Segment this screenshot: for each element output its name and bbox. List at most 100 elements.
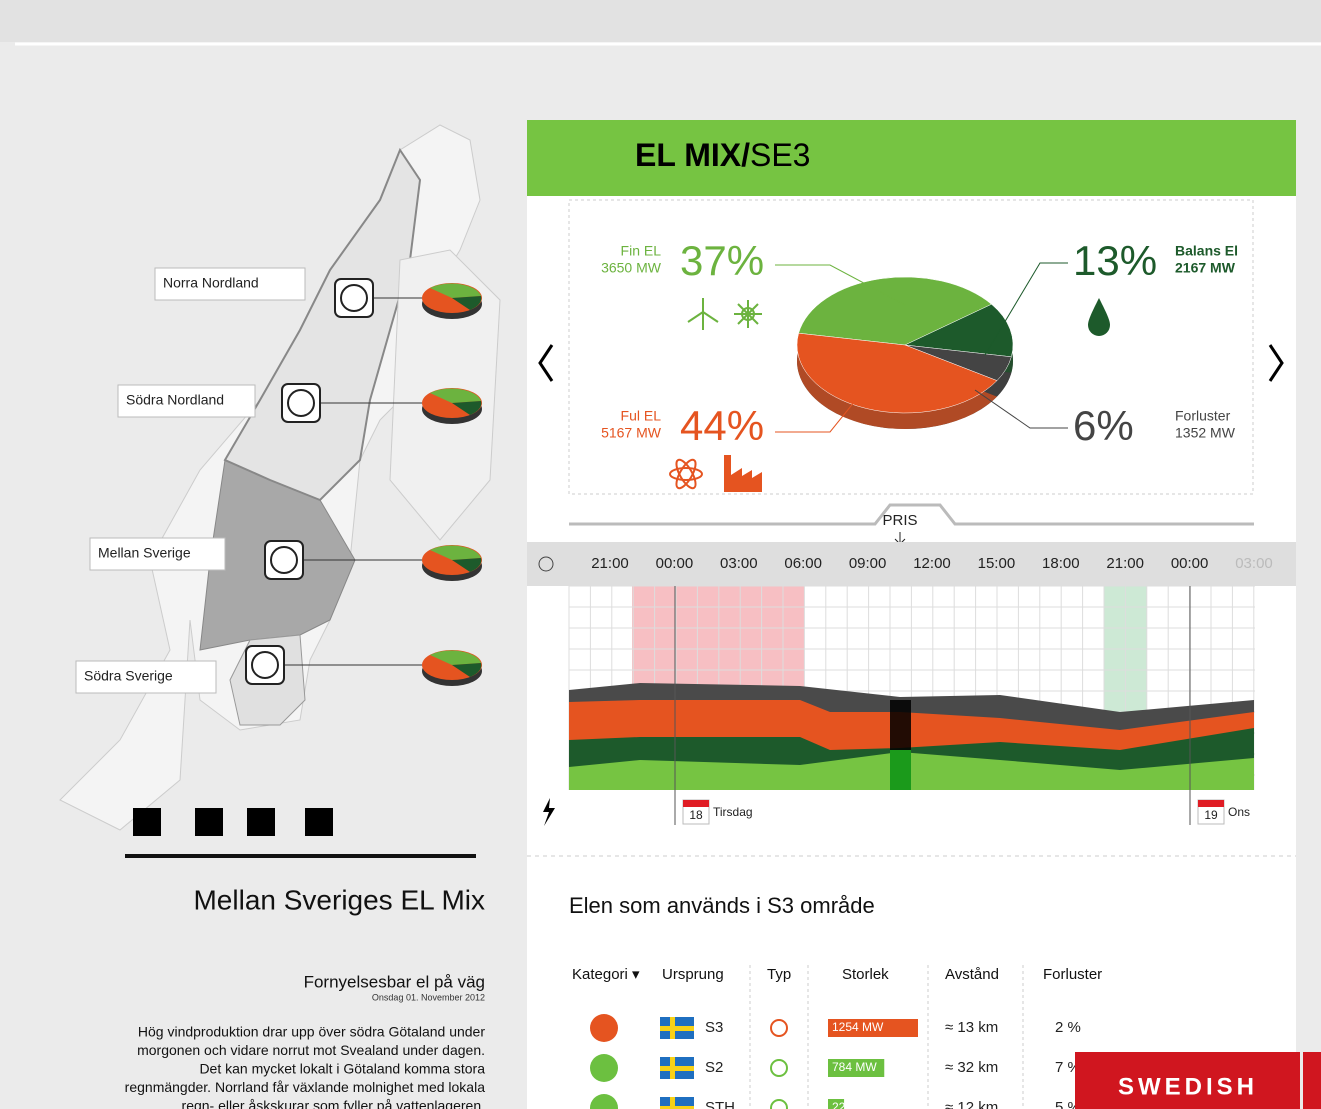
mini-pie-slice (452, 296, 482, 310)
next-arrow[interactable] (1268, 344, 1284, 382)
table-header: Kategori ▾ (572, 966, 640, 983)
flag-cross (660, 1106, 694, 1109)
page-dot[interactable] (133, 808, 161, 836)
socket-face (251, 651, 279, 679)
mini-pie-slice (452, 663, 482, 677)
table-title: Elen som används i S3 område (569, 893, 875, 918)
mix-percent: 37% (680, 237, 764, 284)
origin: S2 (705, 1059, 723, 1076)
region-label-box[interactable] (154, 267, 306, 301)
pie-slice (904, 303, 1014, 358)
time-label: 03:00 (1235, 555, 1273, 572)
time-label: 15:00 (978, 555, 1016, 572)
page-dot[interactable] (305, 808, 333, 836)
icon-part (702, 311, 719, 323)
category-dot (590, 1014, 618, 1042)
region-label[interactable]: Södra Nordland (126, 392, 224, 408)
table-header: Typ (767, 966, 791, 983)
region-label[interactable]: Södra Sverige (84, 668, 173, 684)
flag-cross (670, 1017, 675, 1039)
timeline-rail (569, 503, 1254, 526)
page-dot[interactable] (247, 808, 275, 836)
mix-percent: 6% (1073, 402, 1134, 449)
region-label-box[interactable] (117, 384, 256, 418)
time-label: 00:00 (1171, 555, 1209, 572)
flag-cross (660, 1066, 694, 1071)
stream-fin (569, 752, 1254, 790)
article-line: regnmängder. Norrland får växlande molni… (125, 1079, 486, 1095)
socket-face (270, 546, 298, 574)
time-label: 00:00 (656, 555, 694, 572)
now-marker (890, 750, 911, 790)
mix-name: Ful EL (621, 408, 662, 424)
time-band (527, 542, 1296, 586)
table-group: Kategori ▾ Ursprung Typ Storlek Avstånd Forlu… (572, 965, 1102, 1109)
time-label: 09:00 (849, 555, 887, 572)
distance: ≈ 12 km (945, 1099, 998, 1109)
type-icon (770, 1019, 788, 1037)
top-bar (0, 0, 1321, 42)
region-label[interactable]: Norra Nordland (163, 275, 259, 291)
table-header: Storlek (842, 966, 889, 983)
mini-pie-slice (430, 388, 481, 403)
loss: 2 % (1055, 1019, 1081, 1036)
icon-part: EL MIX/ (635, 137, 750, 173)
panel-title: EL MIX/SE3 (635, 137, 810, 173)
icon-part (687, 311, 704, 323)
calendar-top (1198, 800, 1224, 807)
mix-name: Balans El (1175, 243, 1238, 259)
mix-name: Forluster (1175, 408, 1231, 424)
table-header: Forluster (1043, 966, 1102, 983)
flag-cross (670, 1057, 675, 1079)
socket-face (287, 389, 315, 417)
clock-icon (538, 556, 554, 572)
price-marker: PRIS (882, 512, 917, 529)
icon-part (675, 458, 697, 490)
size-bar (828, 1019, 918, 1037)
page-dot[interactable] (195, 808, 223, 836)
pie-slice (796, 332, 998, 414)
region-label[interactable]: Mellan Sverige (98, 545, 191, 561)
mini-pie-slice (452, 401, 482, 415)
regions-group: Norra Nordland Södra Nordland Mellan Sveri… (75, 267, 482, 694)
days-group: 18 Tirsdag 19 Ons (682, 799, 1250, 825)
size-label: 224 MW (832, 1100, 877, 1109)
article-line: regn- eller åskskurar som fyller på vatt… (182, 1098, 485, 1109)
panel-header (527, 120, 1296, 196)
article-line: morgonen och vidare norrut mot Svealand … (137, 1042, 485, 1058)
mix-percent: 44% (680, 402, 764, 449)
region-label-box[interactable] (75, 660, 217, 694)
size-bar (828, 1099, 845, 1109)
water-icon (1088, 298, 1110, 336)
badge-text: SWEDISH (1118, 1073, 1258, 1100)
wind-icon (687, 298, 719, 330)
mix-mw: 2167 MW (1175, 260, 1236, 276)
sun-icon (734, 300, 762, 328)
table-header: Avstånd (945, 966, 999, 983)
mix-name: Fin EL (621, 243, 662, 259)
badge-edge (1303, 1052, 1321, 1109)
article-line: Det kan mycket lokalt i Götaland komma s… (199, 1061, 485, 1077)
leader-line (974, 389, 1068, 429)
region-label-box[interactable] (89, 537, 226, 571)
flag-cross (670, 1097, 675, 1109)
time-label: 03:00 (720, 555, 758, 572)
icon-part (737, 303, 759, 325)
day-name: Tirsdag (713, 805, 753, 819)
calendar-top (683, 800, 709, 807)
mix-frame (568, 199, 1254, 495)
article-line: Hög vindproduktion drar upp över södra G… (138, 1024, 485, 1040)
prev-arrow[interactable] (538, 344, 554, 382)
mix-mw: 1352 MW (1175, 425, 1236, 441)
loss: 7 % (1055, 1059, 1081, 1076)
pie-group (796, 276, 1014, 430)
time-label: 21:00 (591, 555, 629, 572)
flag-cross (660, 1026, 694, 1031)
mix-percent: 13% (1073, 237, 1157, 284)
origin: S3 (705, 1019, 723, 1036)
mix-mw: 3650 MW (601, 260, 662, 276)
icon-part: SE3 (750, 137, 810, 173)
map-region (223, 147, 422, 502)
